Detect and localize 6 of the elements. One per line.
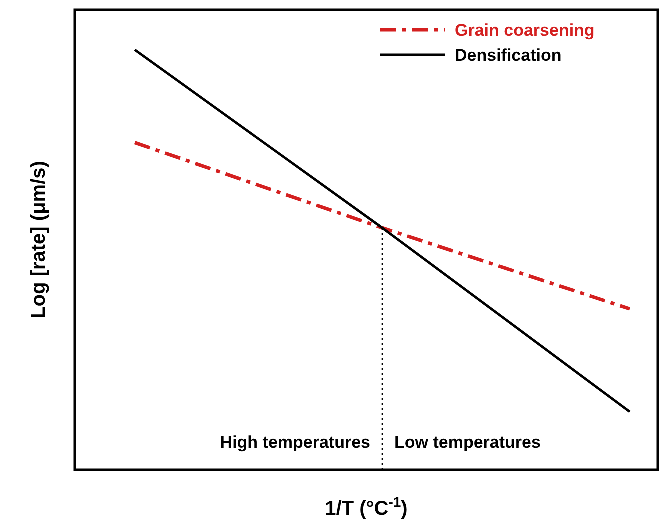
legend-label: Grain coarsening: [455, 21, 595, 40]
x-axis-title: 1/T (°C$^{-1}$): [325, 494, 408, 520]
annotation: Low temperatures: [394, 433, 541, 452]
annotation: High temperatures: [220, 433, 370, 452]
y-axis-title: Log [rate] (μm/s): [28, 161, 50, 319]
legend-label: Densification: [455, 46, 562, 65]
